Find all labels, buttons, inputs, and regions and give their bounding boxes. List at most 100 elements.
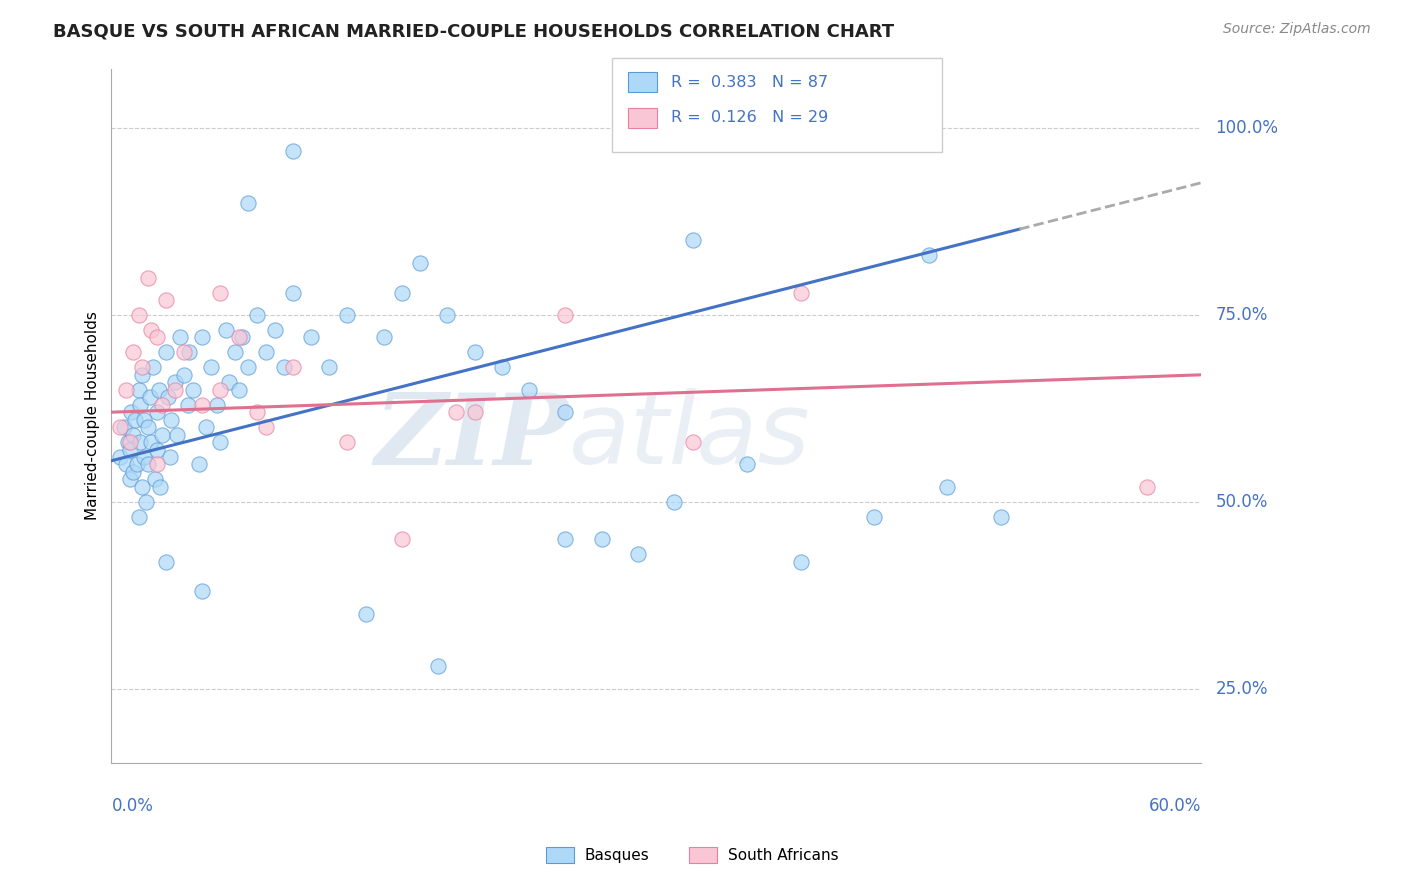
Point: [163, 376, 186, 390]
Point: [236, 360, 259, 375]
Point: [336, 308, 359, 322]
Point: [664, 495, 686, 509]
Point: [373, 330, 395, 344]
Point: [194, 420, 217, 434]
Point: [122, 465, 145, 479]
Point: [181, 383, 204, 397]
Point: [150, 427, 173, 442]
Point: [142, 360, 165, 375]
Point: [128, 509, 150, 524]
Point: [254, 345, 277, 359]
Point: [231, 330, 253, 344]
Point: [735, 458, 758, 472]
Point: [125, 458, 148, 472]
Point: [143, 472, 166, 486]
Point: [173, 345, 195, 359]
Point: [122, 345, 145, 359]
Point: [191, 584, 214, 599]
Point: [141, 435, 163, 450]
Point: [128, 308, 150, 322]
Point: [117, 435, 139, 450]
Point: [224, 345, 246, 359]
Point: [146, 330, 169, 344]
Point: [128, 383, 150, 397]
Point: [129, 435, 152, 450]
Text: 0.0%: 0.0%: [111, 797, 153, 815]
Point: [917, 248, 939, 262]
Point: [136, 420, 159, 434]
Point: [124, 412, 146, 426]
Point: [790, 555, 813, 569]
Point: [228, 330, 250, 344]
Point: [990, 509, 1012, 524]
Point: [336, 435, 359, 450]
Point: [391, 532, 413, 546]
Point: [136, 458, 159, 472]
Point: [517, 383, 540, 397]
Point: [682, 435, 704, 450]
Point: [200, 360, 222, 375]
Point: [209, 285, 232, 300]
Point: [129, 398, 152, 412]
Point: [318, 360, 340, 375]
Point: [464, 345, 486, 359]
Point: [179, 345, 201, 359]
Point: [110, 450, 132, 464]
Point: [209, 383, 232, 397]
Text: BASQUE VS SOUTH AFRICAN MARRIED-COUPLE HOUSEHOLDS CORRELATION CHART: BASQUE VS SOUTH AFRICAN MARRIED-COUPLE H…: [53, 22, 894, 40]
Point: [1135, 480, 1157, 494]
Text: R =  0.126   N = 29: R = 0.126 N = 29: [671, 111, 828, 125]
Point: [131, 480, 153, 494]
Text: 25.0%: 25.0%: [1216, 680, 1268, 698]
Point: [160, 412, 183, 426]
Point: [169, 330, 191, 344]
Point: [218, 376, 240, 390]
Point: [136, 270, 159, 285]
Point: [436, 308, 458, 322]
Point: [159, 450, 181, 464]
Text: South Africans: South Africans: [728, 848, 839, 863]
Point: [187, 458, 209, 472]
Point: [554, 405, 576, 419]
Point: [146, 442, 169, 457]
Point: [273, 360, 295, 375]
Point: [112, 420, 135, 434]
Point: [155, 293, 177, 307]
Text: 60.0%: 60.0%: [1149, 797, 1201, 815]
Point: [281, 285, 304, 300]
Point: [191, 398, 214, 412]
Point: [863, 509, 886, 524]
Point: [115, 458, 138, 472]
Point: [156, 390, 179, 404]
Point: [176, 398, 198, 412]
Point: [148, 383, 170, 397]
Point: [118, 442, 141, 457]
Point: [790, 285, 813, 300]
Point: [209, 435, 232, 450]
Point: [354, 607, 377, 621]
Text: R =  0.383   N = 87: R = 0.383 N = 87: [671, 75, 828, 89]
Text: Source: ZipAtlas.com: Source: ZipAtlas.com: [1223, 22, 1371, 37]
Point: [391, 285, 413, 300]
Point: [118, 435, 141, 450]
Point: [446, 405, 468, 419]
Point: [491, 360, 513, 375]
Text: atlas: atlas: [569, 388, 811, 485]
Text: 50.0%: 50.0%: [1216, 493, 1268, 511]
Point: [150, 398, 173, 412]
Point: [146, 458, 169, 472]
Point: [138, 390, 160, 404]
Point: [464, 405, 486, 419]
Point: [155, 345, 177, 359]
Point: [246, 405, 269, 419]
Point: [215, 323, 238, 337]
Point: [281, 360, 304, 375]
Point: [166, 427, 188, 442]
Point: [191, 330, 214, 344]
Point: [409, 256, 432, 270]
Text: 75.0%: 75.0%: [1216, 306, 1268, 324]
Point: [263, 323, 285, 337]
Point: [205, 398, 228, 412]
Point: [131, 360, 153, 375]
Point: [246, 308, 269, 322]
